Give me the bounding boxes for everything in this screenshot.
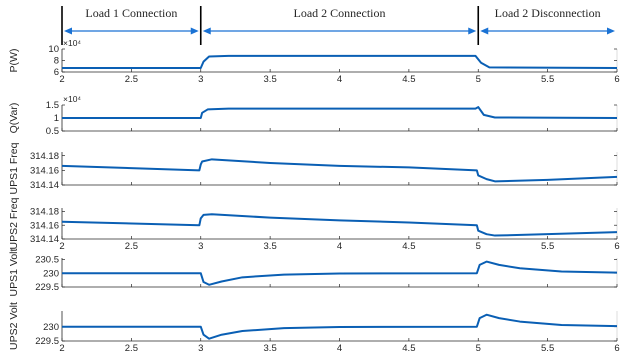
phase-arrow-right-head (607, 27, 615, 35)
x-tick-label: 4 (337, 74, 342, 85)
x-tick-label: 5.5 (541, 343, 554, 354)
axis-exponent-label: ×10⁴ (63, 38, 81, 48)
y-tick-label: 229.5 (35, 336, 59, 347)
y-axis-label: UPS2 Freq (8, 197, 20, 249)
x-tick-label: 6 (614, 74, 619, 85)
x-tick-label: 5 (476, 74, 481, 85)
y-axis-label: P(W) (8, 49, 20, 73)
phase-arrow-left-head (64, 27, 72, 35)
y-tick-label: 230 (43, 268, 59, 279)
x-tick-label: 4.5 (402, 343, 415, 354)
y-tick-label: 1 (54, 113, 59, 124)
x-tick-label: 2 (59, 241, 64, 252)
x-tick-label: 4.5 (402, 241, 415, 252)
x-tick-label: 6 (614, 241, 619, 252)
series-line (62, 260, 618, 286)
x-tick-label: 2.5 (125, 343, 138, 354)
x-tick-label: 2 (59, 343, 64, 354)
phase-arrow-right-head (468, 27, 477, 35)
y-axis-label: UPS1 Volt (8, 248, 20, 296)
subplot-5: 229.5 230 230.5 UPS1 Volt (8, 248, 618, 296)
y-tick-label: 230 (43, 322, 59, 333)
phase-arrow-left-head (202, 27, 211, 35)
phase-label: Load 2 Disconnection (495, 6, 601, 20)
y-tick-label: 314.16 (30, 220, 59, 231)
x-tick-label: 3.5 (264, 241, 277, 252)
series-line (62, 106, 618, 119)
series-line (62, 313, 618, 340)
x-tick-label: 4 (337, 343, 342, 354)
y-tick-label: 314.18 (30, 151, 59, 162)
y-tick-label: 229.5 (35, 282, 59, 293)
x-tick-label: 3.5 (264, 74, 277, 85)
series-line (61, 158, 618, 183)
axis-exponent-label: ×10⁴ (63, 94, 81, 104)
subplot-2: 0.5 1 1.5 ×10⁴ Q(Var) (8, 94, 618, 137)
y-tick-label: 6 (54, 67, 59, 78)
y-tick-label: 1.5 (46, 100, 59, 111)
series-line (62, 54, 618, 69)
x-tick-label: 4.5 (402, 74, 415, 85)
y-tick-label: 8 (54, 56, 59, 67)
y-axis-label: UPS1 Freq (8, 142, 20, 194)
x-tick-label: 2.5 (125, 74, 138, 85)
x-tick-label: 3 (198, 74, 203, 85)
y-tick-label: 314.16 (30, 166, 59, 177)
phase-arrow-left-head (480, 27, 489, 35)
x-tick-label: 2.5 (125, 241, 138, 252)
x-tick-label: 2 (59, 74, 64, 85)
phase-arrow-right-head (190, 27, 199, 35)
y-tick-label: 314.14 (30, 234, 59, 245)
series-line (61, 213, 618, 237)
phase-header: Load 1 Connection Load 2 Connection Load 2… (61, 6, 615, 45)
phase-label: Load 2 Connection (294, 6, 386, 20)
phase-label: Load 1 Connection (85, 6, 177, 20)
x-tick-label: 5 (476, 241, 481, 252)
x-tick-label: 5 (476, 343, 481, 354)
x-tick-label: 5.5 (541, 74, 554, 85)
y-tick-label: 314.18 (30, 207, 59, 218)
y-tick-label: 10 (48, 44, 59, 55)
x-tick-label: 3.5 (264, 343, 277, 354)
y-axis-label: UPS2 Volt (8, 302, 20, 350)
x-tick-label: 3 (198, 343, 203, 354)
y-tick-label: 0.5 (46, 126, 59, 137)
y-axis-label: Q(Var) (8, 103, 20, 134)
subplot-3: 314.14 314.16 314.18 UPS1 Freq (8, 142, 618, 194)
x-tick-label: 6 (614, 343, 619, 354)
x-tick-label: 5.5 (541, 241, 554, 252)
subplot-4: 314.14 314.16 314.18 2 2.5 3 3.5 4 4.5 5 5.5 6 UPS2 … (8, 197, 620, 252)
x-tick-label: 4 (337, 241, 342, 252)
y-tick-label: 230.5 (35, 255, 59, 266)
y-tick-label: 314.14 (30, 180, 59, 191)
x-tick-label: 3 (198, 241, 203, 252)
